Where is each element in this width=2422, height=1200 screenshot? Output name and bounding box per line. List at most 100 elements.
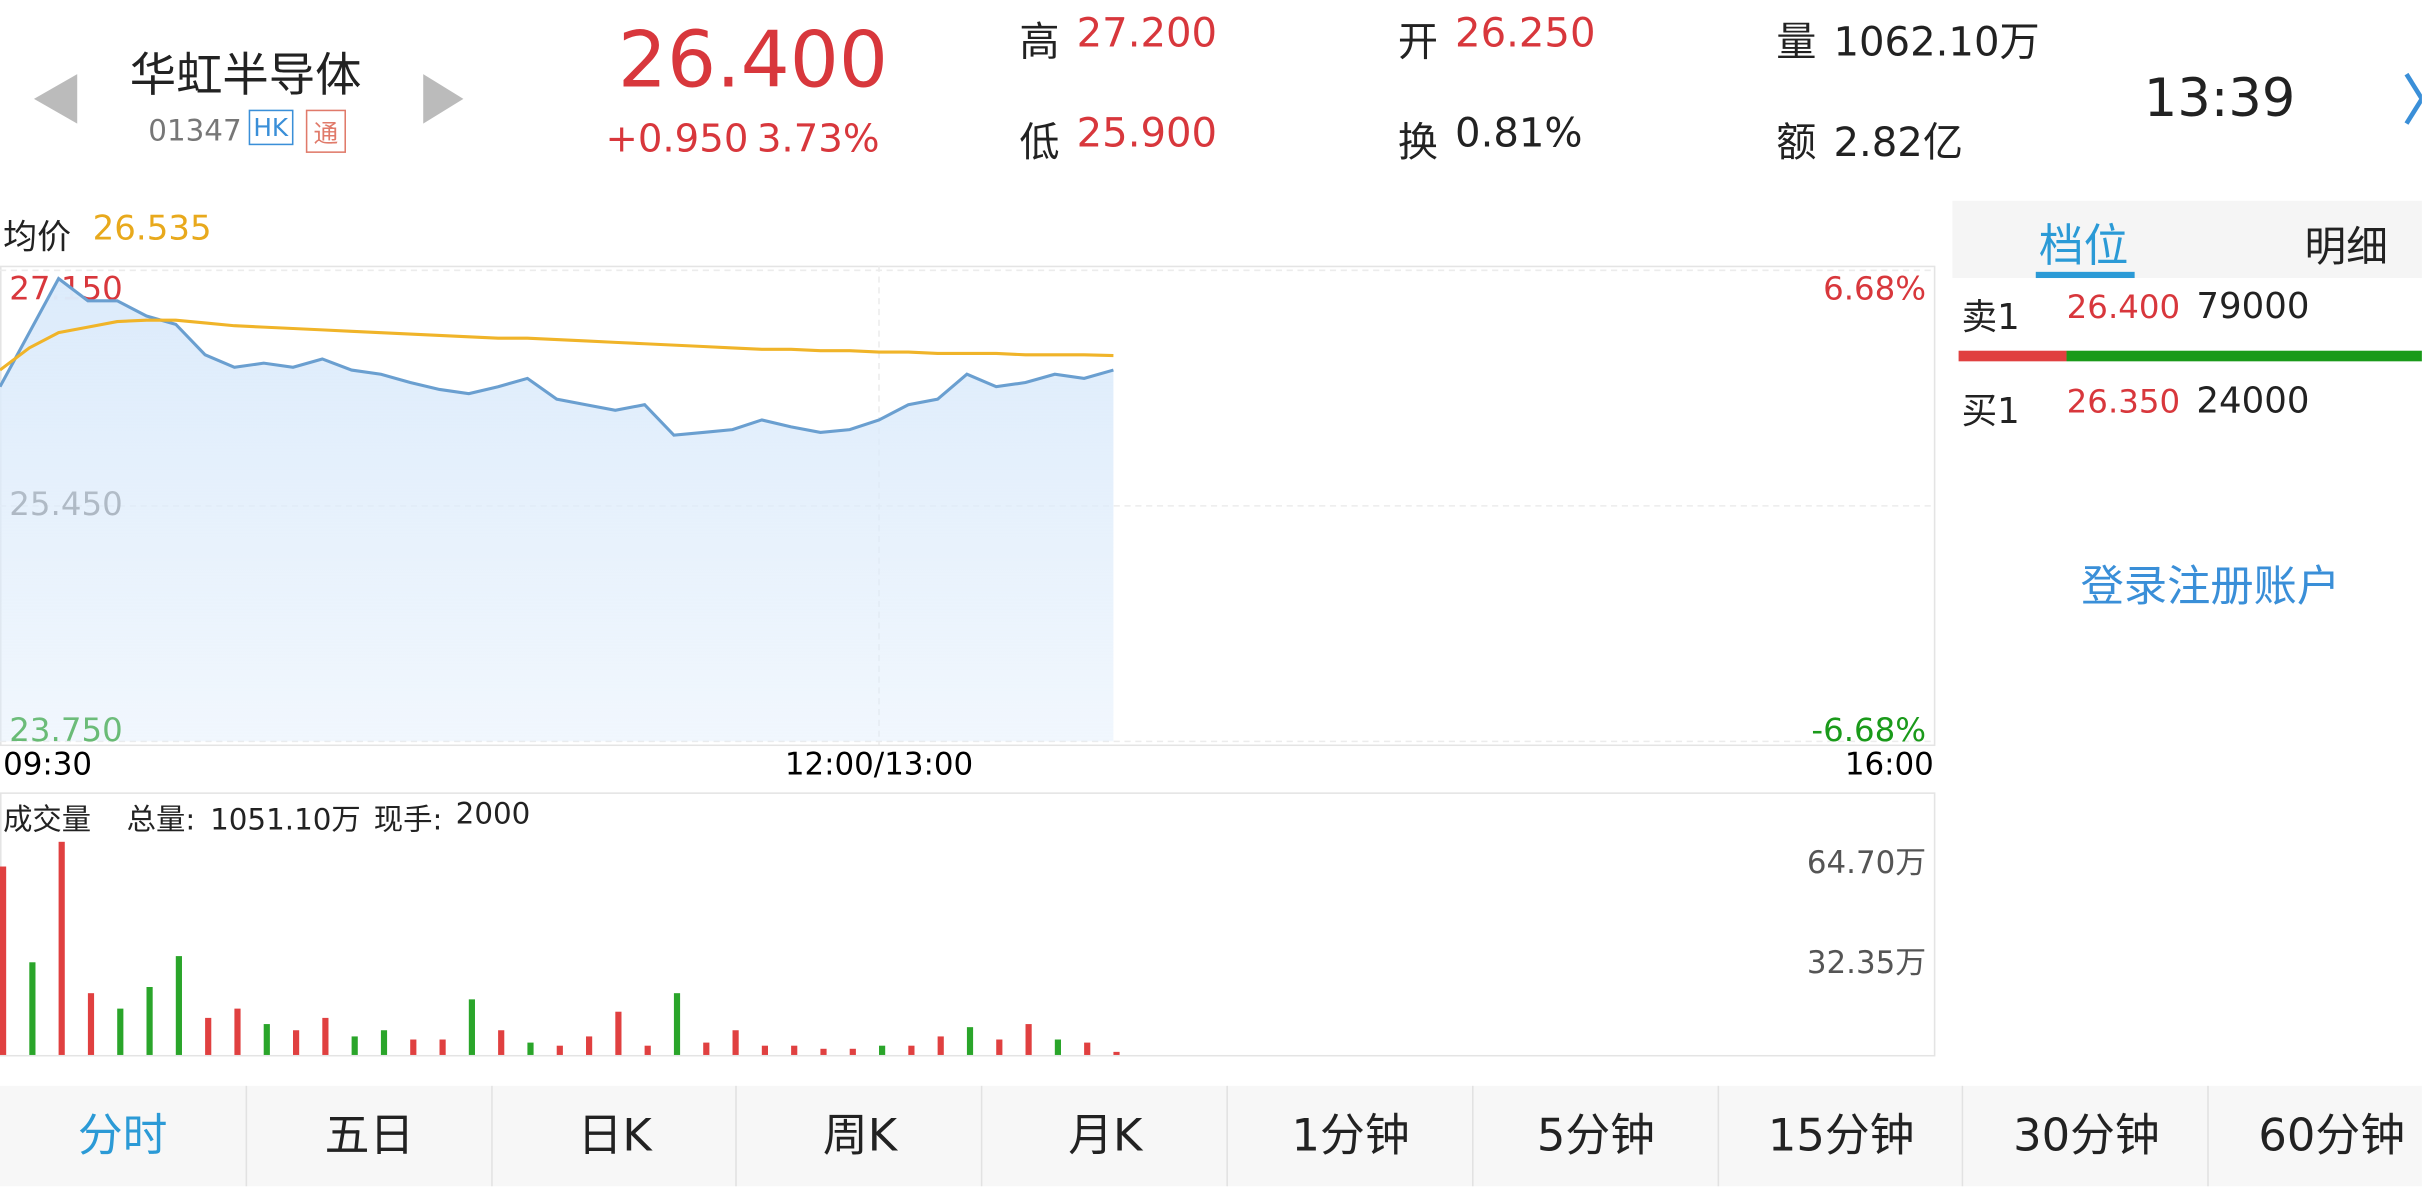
volume-bar (351, 1036, 358, 1055)
volume-bar (146, 986, 153, 1055)
volume-bar (908, 1045, 915, 1055)
stat-value: 2.82亿 (1833, 120, 1964, 167)
change: +0.950 (605, 115, 749, 161)
stat-label: 开 (1397, 20, 1439, 67)
stat-value: 0.81% (1455, 111, 1583, 158)
total-value: 1051.10万 (210, 803, 361, 838)
book-label: 买1 (1961, 392, 2020, 433)
book-volume: 24000 (2196, 381, 2310, 422)
stat-label: 换 (1397, 120, 1439, 167)
volume-bar (263, 1024, 270, 1055)
volume-bar (879, 1045, 886, 1055)
stat-label: 低 (1019, 120, 1060, 167)
price-area (0, 278, 1114, 742)
volume-bar (234, 1008, 241, 1055)
book-label: 卖1 (1961, 298, 2020, 339)
hand-label: 现手: (373, 803, 443, 838)
period-tab[interactable]: 1分钟 (1226, 1085, 1473, 1187)
volume-chart: 32.35万 64.70万 (0, 841, 1926, 1055)
avg-label: 均价 (3, 219, 72, 258)
book-volume: 79000 (2196, 287, 2310, 328)
price-chart: 23.75025.45027.150-6.68%6.68%09:3012:00/… (0, 265, 1934, 783)
change-pct: 3.73% (756, 115, 880, 161)
volume-bar (1113, 1051, 1120, 1055)
login-link[interactable]: 登录注册账户 (2080, 560, 2341, 612)
stock-name: 华虹半导体 (129, 49, 362, 104)
next-arrow[interactable] (423, 74, 464, 124)
volume-bar (1084, 1042, 1091, 1055)
period-tab[interactable]: 五日 (245, 1085, 492, 1187)
volume-bar (1054, 1039, 1061, 1055)
volume-bar (791, 1045, 798, 1055)
tab-bar-bg (0, 1085, 2422, 1187)
x-tick-label: 16:00 (1845, 747, 1934, 783)
y2-tick-label: -6.68% (1811, 711, 1926, 749)
x-tick-label: 09:30 (3, 747, 92, 783)
book-header-bg (1952, 200, 2422, 279)
volume-title: 成交量 (3, 803, 92, 838)
detail-tab[interactable]: 明细 (2304, 223, 2388, 272)
volume-bar (732, 1030, 739, 1055)
volume-bar (527, 1042, 534, 1055)
tab-underline (2035, 271, 2135, 279)
volume-bar (761, 1045, 768, 1055)
period-tab[interactable]: 15分钟 (1716, 1085, 1964, 1187)
volume-bar (644, 1045, 651, 1055)
y-tick-label: 32.35万 (1807, 945, 1926, 981)
volume-bar (468, 999, 475, 1055)
volume-bar (175, 956, 182, 1055)
period-tab[interactable]: 60分钟 (2207, 1085, 2422, 1187)
volume-bar (87, 993, 95, 1055)
volume-bar (29, 962, 36, 1055)
volume-bar (673, 993, 681, 1055)
avg-line (0, 318, 1114, 372)
side-arrow[interactable] (2404, 72, 2422, 125)
stat-value: 27.200 (1076, 10, 1218, 58)
hand-value: 2000 (455, 797, 531, 831)
stat-label: 高 (1019, 20, 1060, 67)
period-tab[interactable]: 日K (490, 1085, 738, 1187)
stat-value: 25.900 (1076, 111, 1218, 158)
period-tab[interactable]: 月K (981, 1085, 1228, 1187)
bid-share (1958, 350, 2067, 362)
ask-share (2066, 350, 2422, 362)
total-label: 总量: (126, 803, 196, 838)
book-tab[interactable]: 档位 (2038, 219, 2129, 272)
volume-bar (703, 1042, 710, 1055)
avg-value: 26.535 (92, 210, 212, 249)
book-price: 26.350 (2066, 383, 2181, 421)
volume-bar (556, 1045, 563, 1055)
volume-bar (322, 1017, 329, 1055)
volume-bar (0, 866, 7, 1055)
volume-bar (615, 1011, 622, 1055)
volume-bar (439, 1039, 446, 1055)
volume-bar (820, 1048, 827, 1055)
stat-value: 1062.10万 (1833, 20, 2040, 67)
volume-bar (849, 1048, 856, 1055)
tag-hk: HK (248, 109, 293, 146)
volume-bar (966, 1027, 974, 1055)
last-price: 26.400 (617, 15, 889, 106)
y2-tick-label: 6.68% (1823, 269, 1926, 307)
volume-bar (1025, 1024, 1032, 1055)
volume-bar (58, 841, 65, 1055)
period-tab[interactable]: 5分钟 (1471, 1085, 1719, 1187)
tag-connect: 通 (305, 109, 347, 153)
period-tab[interactable]: 周K (735, 1085, 983, 1187)
volume-bar (996, 1039, 1003, 1055)
stat-label: 额 (1776, 120, 1817, 167)
volume-bar (937, 1036, 944, 1055)
period-tab[interactable]: 分时 (77, 1109, 168, 1162)
clock: 13:39 (2143, 67, 2296, 130)
volume-bar (293, 1030, 300, 1055)
y-tick-label: 64.70万 (1807, 845, 1926, 881)
prev-arrow[interactable] (33, 74, 78, 124)
volume-bar (586, 1036, 593, 1055)
period-tab[interactable]: 30分钟 (1962, 1085, 2209, 1187)
volume-bar (205, 1017, 212, 1055)
x-tick-label: 12:00/13:00 (785, 747, 973, 783)
volume-bar (498, 1030, 505, 1055)
stat-label: 量 (1776, 20, 1817, 67)
